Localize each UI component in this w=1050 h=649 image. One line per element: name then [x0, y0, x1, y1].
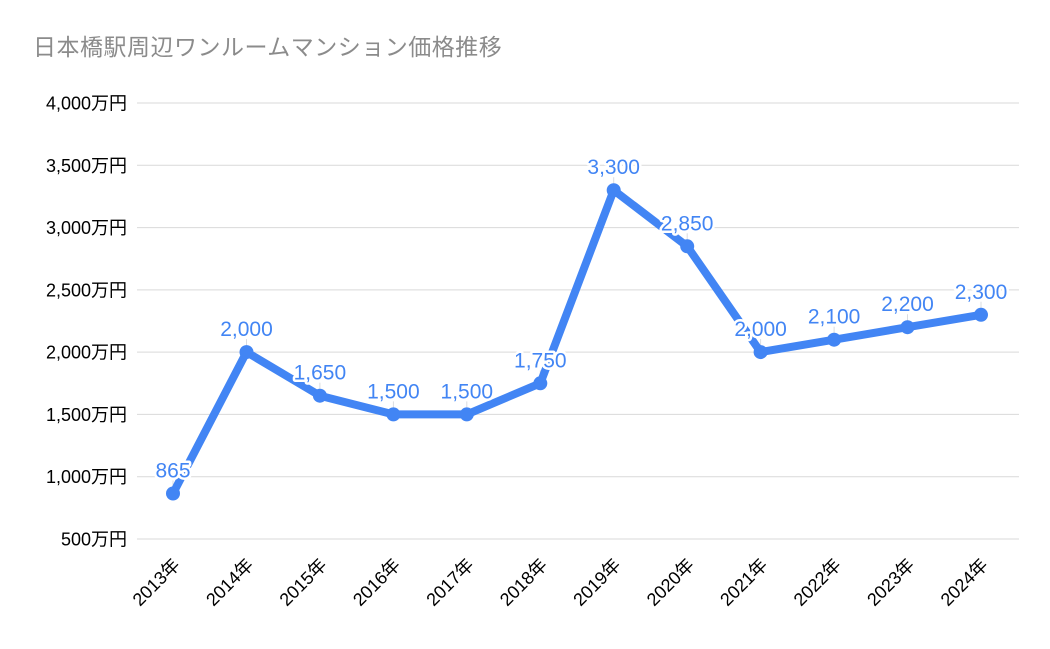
y-tick-label: 3,500万円	[46, 156, 127, 176]
data-point	[753, 345, 768, 360]
x-tick-label: 2016年	[349, 555, 404, 610]
data-label: 1,750	[514, 349, 567, 372]
data-point	[166, 486, 180, 501]
data-label: 1,500	[367, 380, 420, 403]
data-label: 2,100	[808, 306, 861, 329]
y-tick-label: 3,000万円	[46, 218, 127, 238]
data-point	[312, 388, 327, 403]
y-tick-label: 2,000万円	[46, 343, 127, 363]
data-point	[239, 345, 254, 360]
data-label: 865	[155, 460, 190, 483]
data-point	[974, 307, 988, 322]
y-tick-label: 2,500万円	[46, 280, 127, 300]
x-tick-label: 2021年	[716, 555, 771, 610]
data-point	[459, 407, 474, 422]
data-label: 1,500	[441, 380, 494, 403]
y-tick-label: 4,000万円	[46, 94, 127, 114]
x-tick-label: 2022年	[790, 555, 845, 610]
y-tick-label: 1,500万円	[46, 405, 127, 425]
chart-title: 日本橋駅周辺ワンルームマンション価格推移	[33, 34, 503, 60]
data-label: 2,850	[661, 212, 714, 235]
data-point	[533, 376, 548, 391]
x-tick-label: 2018年	[496, 555, 551, 610]
data-point	[900, 320, 915, 335]
data-label: 1,650	[294, 362, 347, 385]
x-tick-label: 2024年	[937, 555, 992, 610]
x-tick-label: 2013年	[129, 555, 184, 610]
data-point	[606, 183, 621, 198]
x-tick-label: 2015年	[276, 555, 331, 610]
data-label: 2,200	[881, 293, 934, 316]
y-tick-label: 500万円	[61, 530, 127, 550]
x-tick-label: 2023年	[863, 555, 918, 610]
series-line	[169, 186, 985, 498]
x-tick-label: 2017年	[422, 555, 477, 610]
data-label: 2,000	[734, 318, 787, 341]
x-tick-label: 2020年	[643, 555, 698, 610]
x-tick-label: 2019年	[569, 555, 624, 610]
data-label: 2,000	[220, 318, 273, 341]
data-label: 2,300	[955, 281, 1008, 304]
data-label: 3,300	[587, 156, 640, 179]
data-point	[680, 239, 695, 254]
data-point	[827, 332, 842, 347]
data-point	[386, 407, 401, 422]
y-tick-label: 1,000万円	[46, 467, 127, 487]
x-tick-label: 2014年	[202, 555, 257, 610]
